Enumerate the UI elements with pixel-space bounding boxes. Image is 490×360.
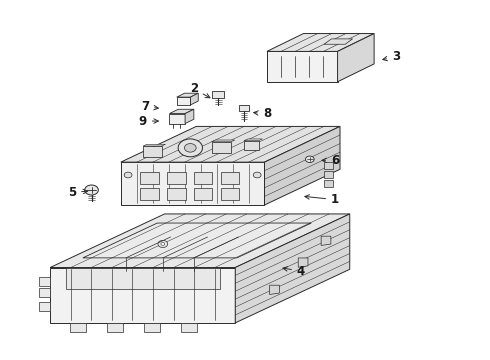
Polygon shape (324, 162, 333, 169)
Polygon shape (167, 172, 186, 184)
Circle shape (184, 144, 196, 152)
Polygon shape (267, 33, 374, 51)
Polygon shape (39, 277, 50, 285)
Polygon shape (220, 172, 239, 184)
Polygon shape (140, 188, 159, 200)
Text: 9: 9 (139, 114, 158, 127)
Polygon shape (212, 140, 235, 142)
Polygon shape (267, 51, 338, 82)
Polygon shape (39, 302, 50, 311)
Text: 4: 4 (283, 265, 305, 278)
Circle shape (178, 139, 202, 157)
Polygon shape (50, 214, 350, 267)
Polygon shape (265, 126, 340, 205)
Polygon shape (321, 236, 331, 246)
Text: 3: 3 (383, 50, 400, 63)
Polygon shape (244, 139, 263, 141)
Polygon shape (324, 180, 333, 187)
Polygon shape (170, 109, 194, 113)
Polygon shape (50, 267, 235, 323)
Text: 6: 6 (322, 154, 339, 167)
Polygon shape (107, 323, 122, 332)
Polygon shape (194, 172, 212, 184)
Text: 2: 2 (190, 82, 210, 98)
Circle shape (161, 243, 165, 246)
Polygon shape (324, 171, 333, 178)
Polygon shape (143, 146, 162, 157)
Polygon shape (140, 172, 159, 184)
Circle shape (124, 172, 132, 178)
Polygon shape (194, 188, 212, 200)
Polygon shape (239, 105, 249, 111)
Polygon shape (83, 223, 311, 258)
Polygon shape (121, 126, 340, 162)
Polygon shape (167, 188, 186, 200)
Text: 1: 1 (305, 193, 339, 206)
Circle shape (305, 156, 314, 162)
Text: 8: 8 (254, 107, 271, 120)
Polygon shape (177, 97, 191, 105)
Polygon shape (220, 188, 239, 200)
Text: 7: 7 (141, 100, 158, 113)
Polygon shape (170, 113, 185, 123)
Text: 5: 5 (68, 186, 88, 199)
Polygon shape (324, 39, 352, 44)
Polygon shape (121, 162, 265, 205)
Polygon shape (143, 144, 166, 146)
Polygon shape (338, 33, 374, 82)
Polygon shape (235, 214, 350, 323)
Circle shape (85, 185, 98, 195)
Polygon shape (212, 142, 231, 153)
Polygon shape (298, 258, 308, 267)
Circle shape (158, 240, 168, 248)
Polygon shape (270, 285, 279, 294)
Polygon shape (144, 323, 160, 332)
Polygon shape (181, 323, 197, 332)
Polygon shape (244, 141, 259, 150)
Polygon shape (177, 93, 198, 97)
Polygon shape (212, 91, 224, 98)
Polygon shape (185, 109, 194, 123)
Polygon shape (70, 323, 86, 332)
Circle shape (253, 172, 261, 178)
Polygon shape (39, 288, 50, 297)
Polygon shape (66, 267, 220, 289)
Polygon shape (191, 93, 198, 105)
